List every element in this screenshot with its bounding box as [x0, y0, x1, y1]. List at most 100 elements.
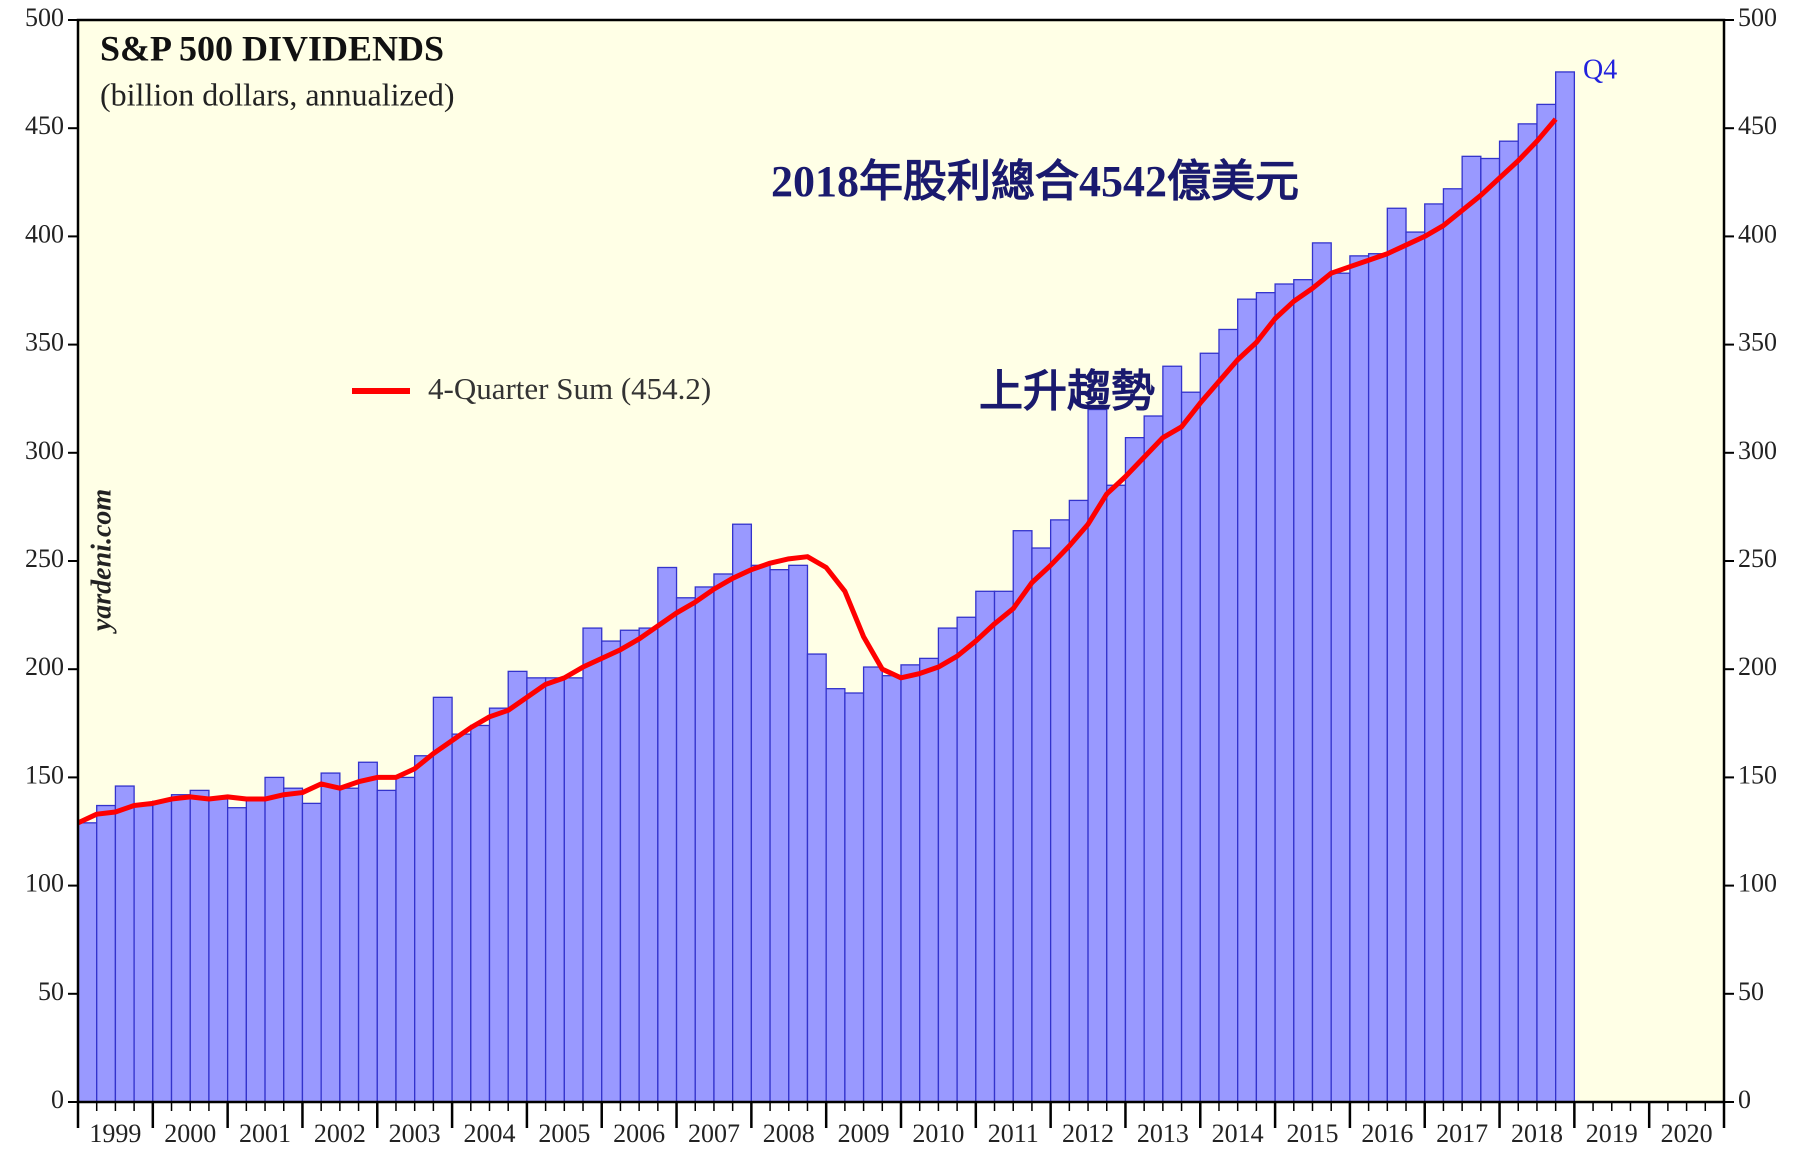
bar: [152, 800, 173, 1103]
bar: [1162, 365, 1183, 1103]
x-tick-label: 2015: [1287, 1119, 1339, 1148]
bar: [283, 787, 304, 1103]
bar: [170, 794, 191, 1103]
y-tick-label: 500: [1738, 3, 1777, 32]
bar: [395, 776, 416, 1103]
y-tick-label: 50: [1738, 977, 1764, 1006]
x-tick-label: 2016: [1361, 1119, 1413, 1148]
bar: [937, 627, 958, 1103]
annotation: Q4: [1583, 54, 1617, 85]
x-tick-label: 2008: [763, 1119, 815, 1148]
bar: [526, 677, 547, 1103]
x-tick-label: 2011: [988, 1119, 1039, 1148]
annotation: 2018年股利總合4542億美元: [771, 157, 1299, 206]
y-tick-label: 400: [1738, 219, 1777, 248]
bar: [414, 755, 435, 1103]
source: yardeni.com: [86, 489, 117, 634]
bar: [806, 653, 827, 1103]
bar: [638, 627, 659, 1103]
bar: [77, 822, 98, 1103]
x-tick-label: 2019: [1586, 1119, 1638, 1148]
x-tick-label: 2017: [1436, 1119, 1488, 1148]
bar: [844, 692, 865, 1103]
bar: [601, 640, 622, 1103]
bar: [1180, 391, 1201, 1103]
bar: [694, 586, 715, 1103]
bar: [339, 787, 360, 1103]
bar: [1031, 547, 1052, 1103]
bar: [563, 677, 584, 1103]
subtitle: (billion dollars, annualized): [100, 76, 455, 112]
y-tick-label: 450: [25, 111, 64, 140]
bar: [1405, 231, 1426, 1103]
bar: [1049, 519, 1070, 1103]
bar: [264, 776, 285, 1103]
bar: [900, 664, 921, 1103]
bar: [732, 523, 753, 1103]
bar: [488, 707, 509, 1103]
x-tick-label: 2002: [314, 1119, 366, 1148]
bar: [1106, 484, 1127, 1103]
x-tick-label: 2006: [613, 1119, 665, 1148]
x-tick-label: 2013: [1137, 1119, 1189, 1148]
bar: [1461, 155, 1482, 1103]
x-tick-label: 2007: [688, 1119, 740, 1148]
x-tick-label: 2014: [1212, 1119, 1264, 1148]
bar: [1349, 255, 1370, 1103]
y-tick-label: 150: [1738, 760, 1777, 789]
bar: [1367, 253, 1388, 1103]
bar: [993, 590, 1014, 1103]
bar: [769, 569, 790, 1103]
bar: [1536, 103, 1557, 1103]
y-tick-label: 200: [25, 652, 64, 681]
y-tick-label: 250: [1738, 544, 1777, 573]
bar: [96, 804, 117, 1103]
bar: [1199, 352, 1220, 1103]
y-tick-label: 400: [25, 219, 64, 248]
bar: [208, 798, 229, 1103]
bar: [1218, 328, 1239, 1103]
bar: [1274, 283, 1295, 1103]
bar: [1237, 298, 1258, 1103]
bar: [657, 566, 678, 1103]
x-tick-label: 2020: [1661, 1119, 1713, 1148]
bar: [114, 785, 135, 1103]
bar: [1255, 292, 1276, 1103]
chart-title: S&P 500 DIVIDENDS: [100, 28, 444, 68]
bar: [320, 772, 341, 1103]
bar: [975, 590, 996, 1103]
bar: [788, 564, 809, 1103]
x-tick-label: 2005: [538, 1119, 590, 1148]
x-tick-label: 2001: [239, 1119, 291, 1148]
bar: [432, 696, 453, 1103]
x-tick-label: 2012: [1062, 1119, 1114, 1148]
bar: [133, 804, 154, 1103]
bar: [451, 733, 472, 1103]
x-tick-label: 2018: [1511, 1119, 1563, 1148]
bar: [1293, 279, 1314, 1103]
bar: [1012, 530, 1033, 1103]
bar: [582, 627, 603, 1103]
bar: [1386, 207, 1407, 1103]
bar: [544, 677, 565, 1103]
bar: [919, 657, 940, 1103]
y-tick-label: 0: [1738, 1085, 1751, 1114]
bar: [245, 798, 266, 1103]
y-tick-label: 500: [25, 3, 64, 32]
bar: [1517, 123, 1538, 1103]
bar: [881, 675, 902, 1103]
bar: [1480, 157, 1501, 1103]
bar: [619, 629, 640, 1103]
x-tick-label: 2009: [838, 1119, 890, 1148]
y-tick-label: 300: [25, 436, 64, 465]
y-tick-label: 100: [25, 869, 64, 898]
bar: [226, 807, 247, 1103]
bar: [1124, 437, 1145, 1103]
bar: [189, 789, 210, 1103]
y-tick-label: 50: [38, 977, 64, 1006]
y-tick-label: 350: [1738, 328, 1777, 357]
line: [76, 117, 1558, 826]
y-tick-label: 450: [1738, 111, 1777, 140]
x-tick-label: 2000: [164, 1119, 216, 1148]
